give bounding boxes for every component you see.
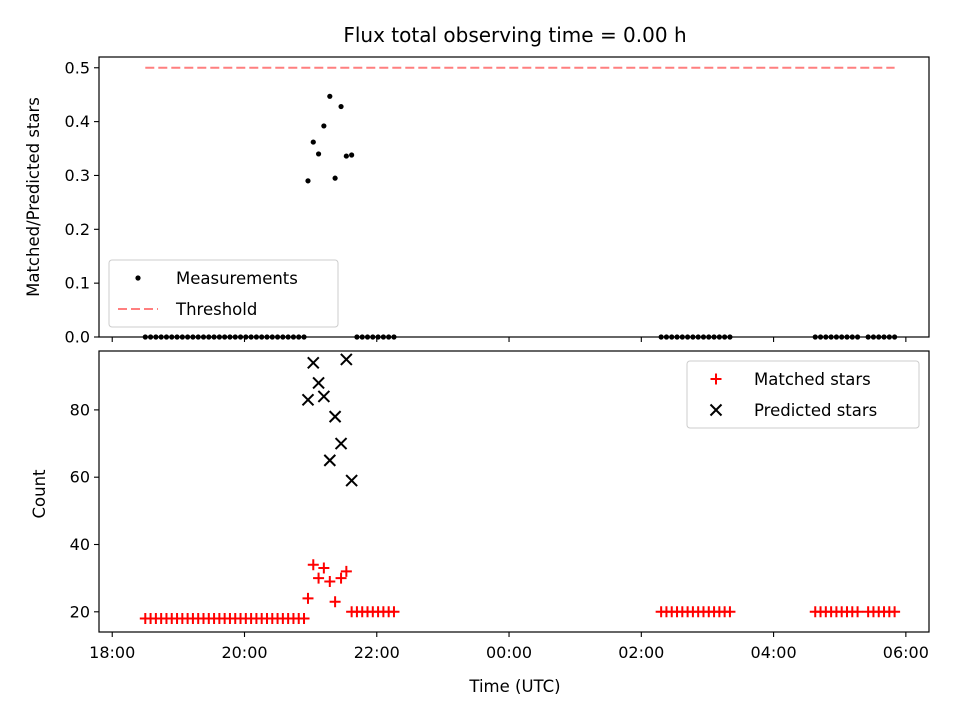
x-tick-label: 20:00 [221, 643, 267, 662]
matched-stars-point [307, 559, 319, 571]
y-tick-label: 0.3 [65, 166, 90, 185]
y-tick-label: 0.0 [65, 328, 90, 347]
y-tick-label: 0.5 [65, 58, 90, 77]
measurement-point [310, 139, 316, 145]
y-tick-label: 0.2 [65, 220, 90, 239]
y-tick-label: 80 [70, 400, 90, 419]
legend-label: Matched stars [754, 370, 871, 389]
measurement-point [321, 123, 327, 129]
matched-stars-point [340, 565, 352, 577]
matched-stars-point [335, 572, 347, 584]
measurement-point [305, 178, 311, 184]
predicted-stars-point [334, 437, 348, 450]
measurement-point [315, 151, 322, 157]
measurement-point [349, 152, 355, 158]
y-tick-label: 60 [70, 468, 90, 487]
predicted-stars-point [307, 356, 320, 369]
y-tick-label: 40 [70, 535, 90, 554]
measurement-point [343, 153, 349, 159]
matched-stars-point [298, 613, 310, 625]
matched-stars-point [302, 592, 314, 604]
x-tick-label: 06:00 [883, 643, 929, 662]
legend-box [686, 360, 920, 429]
top-axes: 0.0 0.1 0.2 0.3 0.4 0.5 Measurements Threshold [65, 56, 930, 347]
x-tick-label: 04:00 [751, 643, 797, 662]
predicted-stars-point [312, 376, 325, 390]
legend: Matched stars Predicted stars [686, 360, 920, 429]
legend-label: Predicted stars [754, 401, 877, 420]
predicted-stars-point [323, 454, 337, 467]
top-y-axis-label: Matched/Predicted stars [24, 97, 43, 297]
y-tick-label: 0.4 [65, 112, 90, 131]
legend-x-icon [709, 403, 723, 417]
bottom-y-axis-label: Count [30, 469, 49, 519]
bottom-axes: 20 40 60 80 18:00 20:00 22:00 00:00 02:00 04:00 06… [70, 350, 930, 662]
matched-stars-point [388, 606, 400, 618]
matched-stars-point [852, 606, 864, 618]
legend-plus-icon [710, 373, 722, 385]
legend: Measurements Threshold [108, 259, 339, 328]
legend-label: Measurements [176, 269, 298, 288]
x-axis-label: Time (UTC) [468, 677, 560, 696]
x-tick-label: 02:00 [618, 643, 664, 662]
predicted-stars-point [345, 474, 358, 487]
measurement-point [327, 93, 333, 99]
legend-label: Threshold [175, 300, 257, 319]
legend-dot-icon [135, 275, 141, 281]
x-tick-label: 22:00 [354, 643, 400, 662]
axes-frame [98, 56, 930, 338]
x-tick-label: 00:00 [486, 643, 532, 662]
measurement-point [332, 175, 338, 181]
y-tick-label: 20 [70, 602, 90, 621]
axes-frame [98, 350, 930, 633]
legend-box [108, 259, 339, 328]
matched-stars-point [889, 606, 901, 618]
predicted-stars-point [317, 390, 331, 403]
matched-stars-point [318, 562, 330, 574]
y-tick-label: 0.1 [65, 274, 90, 293]
matched-stars-point [324, 576, 336, 588]
predicted-stars-point [301, 393, 315, 407]
measurement-point [338, 103, 344, 110]
predicted-stars-point [340, 353, 353, 366]
matched-stars-point [329, 596, 341, 608]
chart-title: Flux total observing time = 0.00 h [343, 23, 686, 47]
x-tick-label: 18:00 [89, 643, 135, 662]
matched-stars-point [724, 606, 736, 618]
predicted-stars-point [328, 410, 342, 423]
matched-stars-point [313, 572, 325, 584]
